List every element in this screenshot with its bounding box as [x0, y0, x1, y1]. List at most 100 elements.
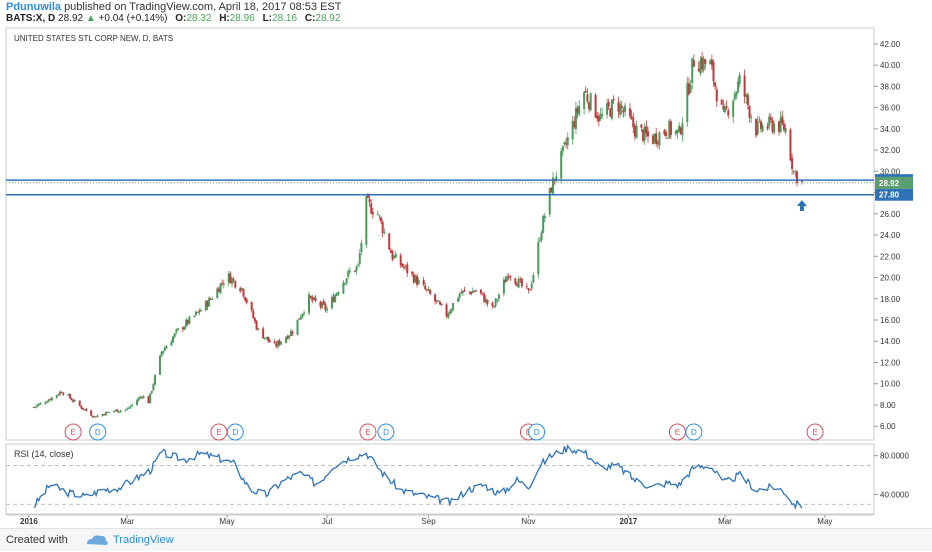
y-tick-label: 14.00: [880, 337, 901, 346]
y-tick-label: 16.00: [880, 316, 901, 325]
candle-body: [543, 215, 546, 219]
candle-body: [589, 93, 592, 111]
candle-body: [779, 117, 782, 133]
candle-body: [502, 279, 505, 294]
dividend-marker[interactable]: [685, 423, 703, 441]
candle-body: [761, 125, 764, 132]
candle-body: [240, 287, 243, 290]
candle-body: [113, 411, 116, 413]
dividend-marker[interactable]: [226, 423, 244, 441]
candle-body: [335, 293, 338, 296]
candle-body: [723, 106, 726, 113]
close-value: 28.92: [315, 13, 341, 24]
candle-body: [307, 294, 310, 314]
author-link[interactable]: Pdunuwila: [6, 1, 61, 13]
candle-body: [750, 117, 753, 119]
level-badge: [875, 188, 913, 201]
candle-body: [376, 214, 379, 216]
candle-body: [646, 131, 649, 137]
candle-body: [211, 298, 214, 300]
candle-body: [378, 215, 381, 217]
candle-body: [429, 290, 432, 295]
candle-body: [124, 409, 127, 411]
candle-body: [303, 312, 306, 314]
candle-body: [108, 411, 111, 413]
candle-body: [620, 105, 623, 109]
candle-body: [427, 289, 430, 291]
dividend-marker[interactable]: [528, 423, 546, 441]
candle-body: [106, 411, 109, 413]
candle-body: [114, 409, 117, 411]
candle-body: [497, 294, 500, 299]
candle-body: [691, 58, 694, 83]
candle-body: [507, 276, 510, 278]
candle-body: [481, 292, 484, 294]
y-tick-label: 20.00: [880, 274, 901, 283]
candle-body: [457, 298, 460, 302]
candle-body: [314, 297, 317, 302]
candle-body: [594, 94, 597, 118]
candle-body: [486, 299, 489, 304]
candle-body: [439, 301, 441, 305]
candle-body: [674, 130, 677, 135]
y-tick-label: 26.00: [880, 210, 901, 219]
candle-body: [791, 157, 794, 169]
candle-body: [198, 310, 201, 313]
rsi-line: [33, 444, 803, 510]
marker-label: D: [232, 428, 238, 437]
candle-body: [60, 392, 63, 394]
rsi-y-tick-label: 80.0000: [880, 452, 909, 461]
candle-body: [252, 310, 255, 319]
tradingview-brand-link[interactable]: TradingView: [113, 534, 174, 546]
candle-body: [149, 393, 152, 404]
candle-body: [44, 402, 47, 404]
candle-body: [173, 333, 176, 337]
candle-body: [597, 116, 600, 122]
candle-body: [140, 397, 143, 399]
x-tick-label: Jul: [322, 517, 332, 526]
candle-body: [610, 99, 613, 119]
candle-body: [391, 251, 394, 260]
earnings-marker[interactable]: [64, 423, 82, 441]
candle-body: [383, 232, 386, 234]
candle-body: [635, 125, 638, 139]
candle-body: [468, 291, 471, 293]
candle-body: [176, 328, 179, 330]
low-label: L:: [262, 13, 273, 24]
price-pane[interactable]: [5, 27, 875, 441]
candle-body: [263, 337, 266, 339]
candle-body: [550, 187, 553, 193]
x-tick-label: May: [220, 517, 235, 526]
candle-body: [784, 128, 787, 133]
candle-body: [743, 75, 746, 97]
candle-body: [312, 297, 315, 300]
candle-body: [473, 290, 476, 292]
chart-canvas[interactable]: UNITED STATES STL CORP NEW, D, BATS 6.00 8…: [0, 0, 932, 528]
candle-body: [530, 283, 533, 289]
candle-body: [632, 117, 635, 128]
candle-body: [118, 411, 121, 413]
footer-bar: Created with TradingView: [0, 528, 932, 551]
candle-body: [401, 263, 404, 267]
candle-body: [422, 280, 425, 285]
candle-body: [640, 124, 643, 128]
candle-body: [268, 340, 271, 343]
candle-body: [152, 384, 155, 391]
candle-body: [463, 290, 466, 292]
dividend-marker[interactable]: [89, 423, 107, 441]
candle-body: [85, 408, 88, 411]
candle-body: [769, 117, 772, 120]
earnings-marker[interactable]: [359, 423, 377, 441]
candle-body: [34, 406, 37, 408]
candle-body: [165, 346, 168, 349]
candle-body: [527, 288, 530, 291]
candle-body: [586, 94, 589, 102]
candle-body: [460, 292, 463, 294]
x-tick-label: 2016: [20, 517, 38, 526]
candle-body: [630, 115, 633, 119]
dividend-marker[interactable]: [377, 423, 395, 441]
candle-body: [573, 121, 576, 128]
marker-label: D: [383, 428, 389, 437]
candle-body: [137, 397, 140, 401]
earnings-marker[interactable]: [806, 423, 824, 441]
